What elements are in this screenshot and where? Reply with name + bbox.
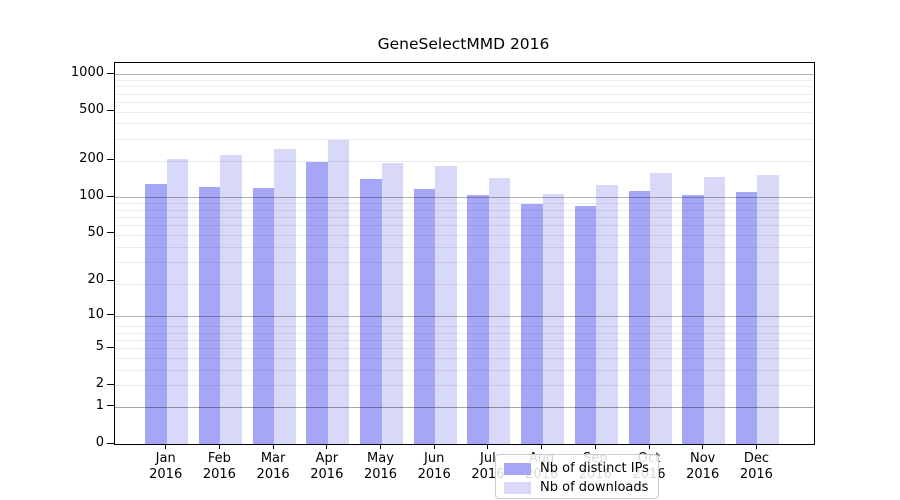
x-tick-mark: [755, 444, 757, 449]
y-tick-mark: [107, 195, 114, 197]
bar-distinct-ips: [682, 194, 704, 444]
bar-downloads: [596, 185, 618, 444]
y-tick-label: 500: [79, 102, 104, 118]
plot-area: Nb of distinct IPs Nb of downloads: [114, 62, 815, 499]
y-tick-label: 20: [87, 272, 104, 288]
x-tick-label: Feb 2016: [202, 451, 236, 482]
bar-distinct-ips: [628, 190, 650, 444]
y-tick-label: 10: [87, 306, 104, 322]
y-tick-mark: [107, 72, 114, 74]
y-tick-label: 1000: [70, 65, 104, 81]
y-tick-mark: [107, 383, 114, 385]
legend-entry-downloads: Nb of downloads: [496, 478, 658, 497]
y-tick-label: 200: [79, 151, 104, 167]
legend-label-distinct-ips: Nb of distinct IPs: [540, 461, 649, 476]
bar-distinct-ips: [574, 206, 597, 444]
bar-downloads: [757, 174, 779, 444]
bar-downloads: [703, 176, 726, 444]
bars-layer: [115, 63, 814, 444]
bar-distinct-ips: [521, 203, 543, 444]
y-tick-mark: [107, 158, 114, 160]
x-tick-mark: [541, 444, 543, 449]
y-tick-mark: [107, 442, 114, 444]
x-tick-label: Jun 2016: [417, 451, 451, 482]
x-tick-label: Mar 2016: [256, 451, 290, 482]
y-tick-mark: [107, 232, 114, 234]
x-tick-mark: [326, 444, 328, 449]
y-tick-mark: [107, 109, 114, 111]
bar-distinct-ips: [198, 186, 221, 444]
x-tick-label: Dec 2016: [739, 451, 773, 482]
bar-downloads: [220, 155, 242, 444]
x-tick-mark: [594, 444, 596, 449]
bar-distinct-ips: [306, 161, 328, 444]
x-tick-label: May 2016: [363, 451, 398, 482]
y-tick-label: 2: [95, 376, 104, 392]
bar-downloads: [274, 148, 296, 444]
bar-downloads: [435, 165, 457, 444]
bar-distinct-ips: [145, 184, 167, 444]
bar-distinct-ips: [360, 178, 382, 444]
y-tick-label: 5: [95, 339, 104, 355]
y-tick-label: 100: [79, 188, 104, 204]
x-tick-mark: [380, 444, 381, 449]
y-tick-label: 0: [95, 435, 104, 450]
bar-downloads: [166, 158, 189, 444]
bar-downloads: [327, 140, 350, 444]
x-tick-mark: [433, 444, 435, 449]
legend-entry-distinct-ips: Nb of distinct IPs: [496, 459, 658, 478]
x-tick-label: Apr 2016: [310, 451, 344, 482]
x-tick-mark: [218, 444, 220, 449]
x-tick-label: Jan 2016: [149, 451, 183, 482]
x-tick-mark: [648, 444, 650, 449]
y-tick-label: 1: [95, 397, 104, 413]
legend-swatch-downloads: [504, 481, 531, 494]
chart-legend: Nb of distinct IPs Nb of downloads: [495, 454, 659, 499]
x-tick-mark: [272, 444, 274, 449]
bar-downloads: [542, 193, 565, 444]
y-tick-mark: [107, 314, 114, 316]
y-tick-mark: [107, 346, 114, 348]
bar-downloads: [381, 163, 403, 444]
bar-distinct-ips: [735, 192, 758, 444]
bar-distinct-ips: [413, 189, 436, 444]
chart-title: GeneSelectMMD 2016: [377, 35, 550, 53]
legend-label-downloads: Nb of downloads: [540, 480, 649, 495]
legend-swatch-distinct-ips: [504, 462, 531, 475]
y-tick-label: 50: [87, 224, 104, 240]
x-tick-mark: [165, 444, 167, 449]
x-tick-label: Nov 2016: [686, 451, 720, 482]
bar-distinct-ips: [252, 187, 275, 444]
bar-distinct-ips: [467, 194, 489, 444]
x-tick-mark: [487, 444, 489, 449]
bar-downloads: [650, 172, 672, 444]
x-tick-mark: [702, 444, 704, 449]
y-tick-mark: [107, 405, 114, 407]
bar-downloads: [488, 178, 511, 444]
y-tick-mark: [107, 279, 114, 281]
